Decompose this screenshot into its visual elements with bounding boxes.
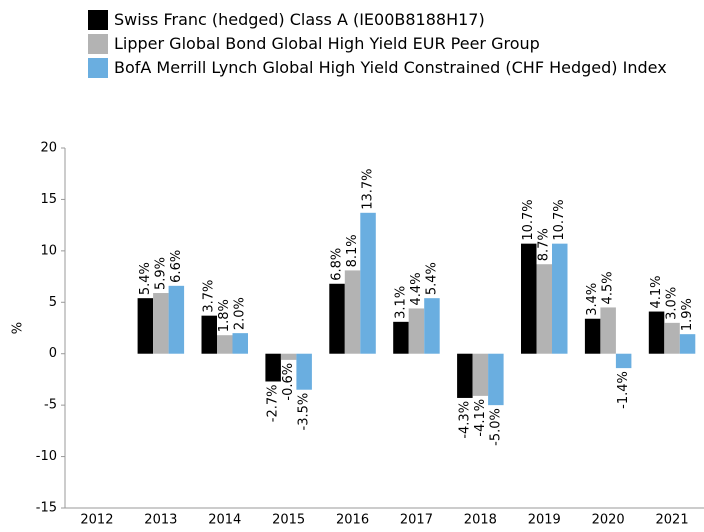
data-label: 1.8% — [217, 299, 232, 332]
x-tick-label: 2012 — [80, 513, 113, 528]
data-label: -2.7% — [266, 384, 281, 422]
data-label: -4.3% — [457, 401, 472, 439]
data-label: 8.7% — [537, 228, 552, 261]
bar — [600, 307, 616, 354]
data-label: -0.6% — [281, 363, 296, 401]
x-tick-label: 2019 — [528, 513, 561, 528]
data-label: 13.7% — [361, 168, 376, 209]
legend-swatch — [88, 10, 108, 30]
bar — [648, 311, 665, 354]
bar — [217, 335, 233, 354]
data-label: 10.7% — [521, 199, 536, 240]
bar — [664, 322, 680, 354]
y-tick-label: 20 — [40, 141, 57, 156]
legend-item: Swiss Franc (hedged) Class A (IE00B8188H… — [88, 10, 678, 30]
bar — [536, 264, 552, 354]
legend-item: Lipper Global Bond Global High Yield EUR… — [88, 34, 678, 54]
bar — [679, 334, 696, 354]
y-tick-label: 10 — [40, 243, 57, 258]
bar — [488, 353, 504, 406]
data-label: -5.0% — [488, 408, 503, 446]
bar — [615, 353, 632, 369]
bar — [408, 308, 425, 354]
x-tick-label: 2018 — [464, 513, 497, 528]
data-label: 4.1% — [649, 276, 664, 309]
x-tick-label: 2017 — [400, 513, 433, 528]
data-label: 2.0% — [233, 297, 248, 330]
y-tick-label: 15 — [40, 192, 57, 207]
bar — [472, 353, 489, 396]
x-tick-label: 2015 — [272, 513, 305, 528]
bar — [552, 243, 568, 354]
bar — [137, 298, 154, 354]
data-label: -3.5% — [297, 393, 312, 431]
x-tick-label: 2013 — [144, 513, 177, 528]
y-axis-label: % — [11, 322, 26, 334]
legend-label: BofA Merrill Lynch Global High Yield Con… — [114, 58, 667, 77]
x-tick-label: 2021 — [656, 513, 689, 528]
data-label: 1.9% — [680, 298, 695, 331]
bar — [153, 293, 169, 354]
bar — [329, 283, 345, 354]
data-label: 4.4% — [409, 272, 424, 305]
legend: Swiss Franc (hedged) Class A (IE00B8188H… — [88, 10, 678, 82]
data-label: 5.9% — [153, 257, 168, 290]
y-tick-label: 5 — [49, 295, 57, 310]
y-tick-label: -10 — [36, 449, 57, 464]
data-label: 3.7% — [202, 280, 217, 313]
data-label: -4.1% — [473, 399, 488, 437]
bar — [168, 285, 185, 354]
data-label: 3.1% — [393, 286, 408, 319]
data-label: 8.1% — [345, 234, 360, 267]
data-label: 4.5% — [601, 271, 616, 304]
x-tick-label: 2014 — [208, 513, 241, 528]
bar — [280, 353, 297, 360]
data-label: 3.4% — [585, 283, 600, 316]
bar — [457, 353, 473, 398]
bar — [344, 270, 361, 354]
x-tick-label: 2020 — [592, 513, 625, 528]
bar — [360, 212, 376, 354]
x-tick-label: 2016 — [336, 513, 369, 528]
bar — [424, 298, 440, 354]
bar — [393, 321, 409, 354]
data-label: -1.4% — [616, 371, 631, 409]
bar — [584, 318, 601, 354]
bar — [201, 315, 217, 354]
data-label: 6.6% — [169, 250, 184, 283]
data-label: 3.0% — [665, 287, 680, 320]
bar — [296, 353, 312, 390]
y-tick-label: -5 — [44, 398, 57, 413]
data-label: 5.4% — [424, 262, 439, 295]
bar — [265, 353, 281, 382]
legend-swatch — [88, 58, 108, 78]
bar — [232, 333, 248, 354]
legend-swatch — [88, 34, 108, 54]
y-tick-label: -15 — [36, 501, 57, 516]
data-label: 5.4% — [138, 262, 153, 295]
legend-label: Swiss Franc (hedged) Class A (IE00B8188H… — [114, 10, 485, 29]
legend-item: BofA Merrill Lynch Global High Yield Con… — [88, 58, 678, 78]
y-tick-label: 0 — [49, 346, 57, 361]
bar — [521, 243, 537, 354]
data-label: 6.8% — [330, 248, 345, 281]
data-label: 10.7% — [552, 199, 567, 240]
legend-label: Lipper Global Bond Global High Yield EUR… — [114, 34, 540, 53]
